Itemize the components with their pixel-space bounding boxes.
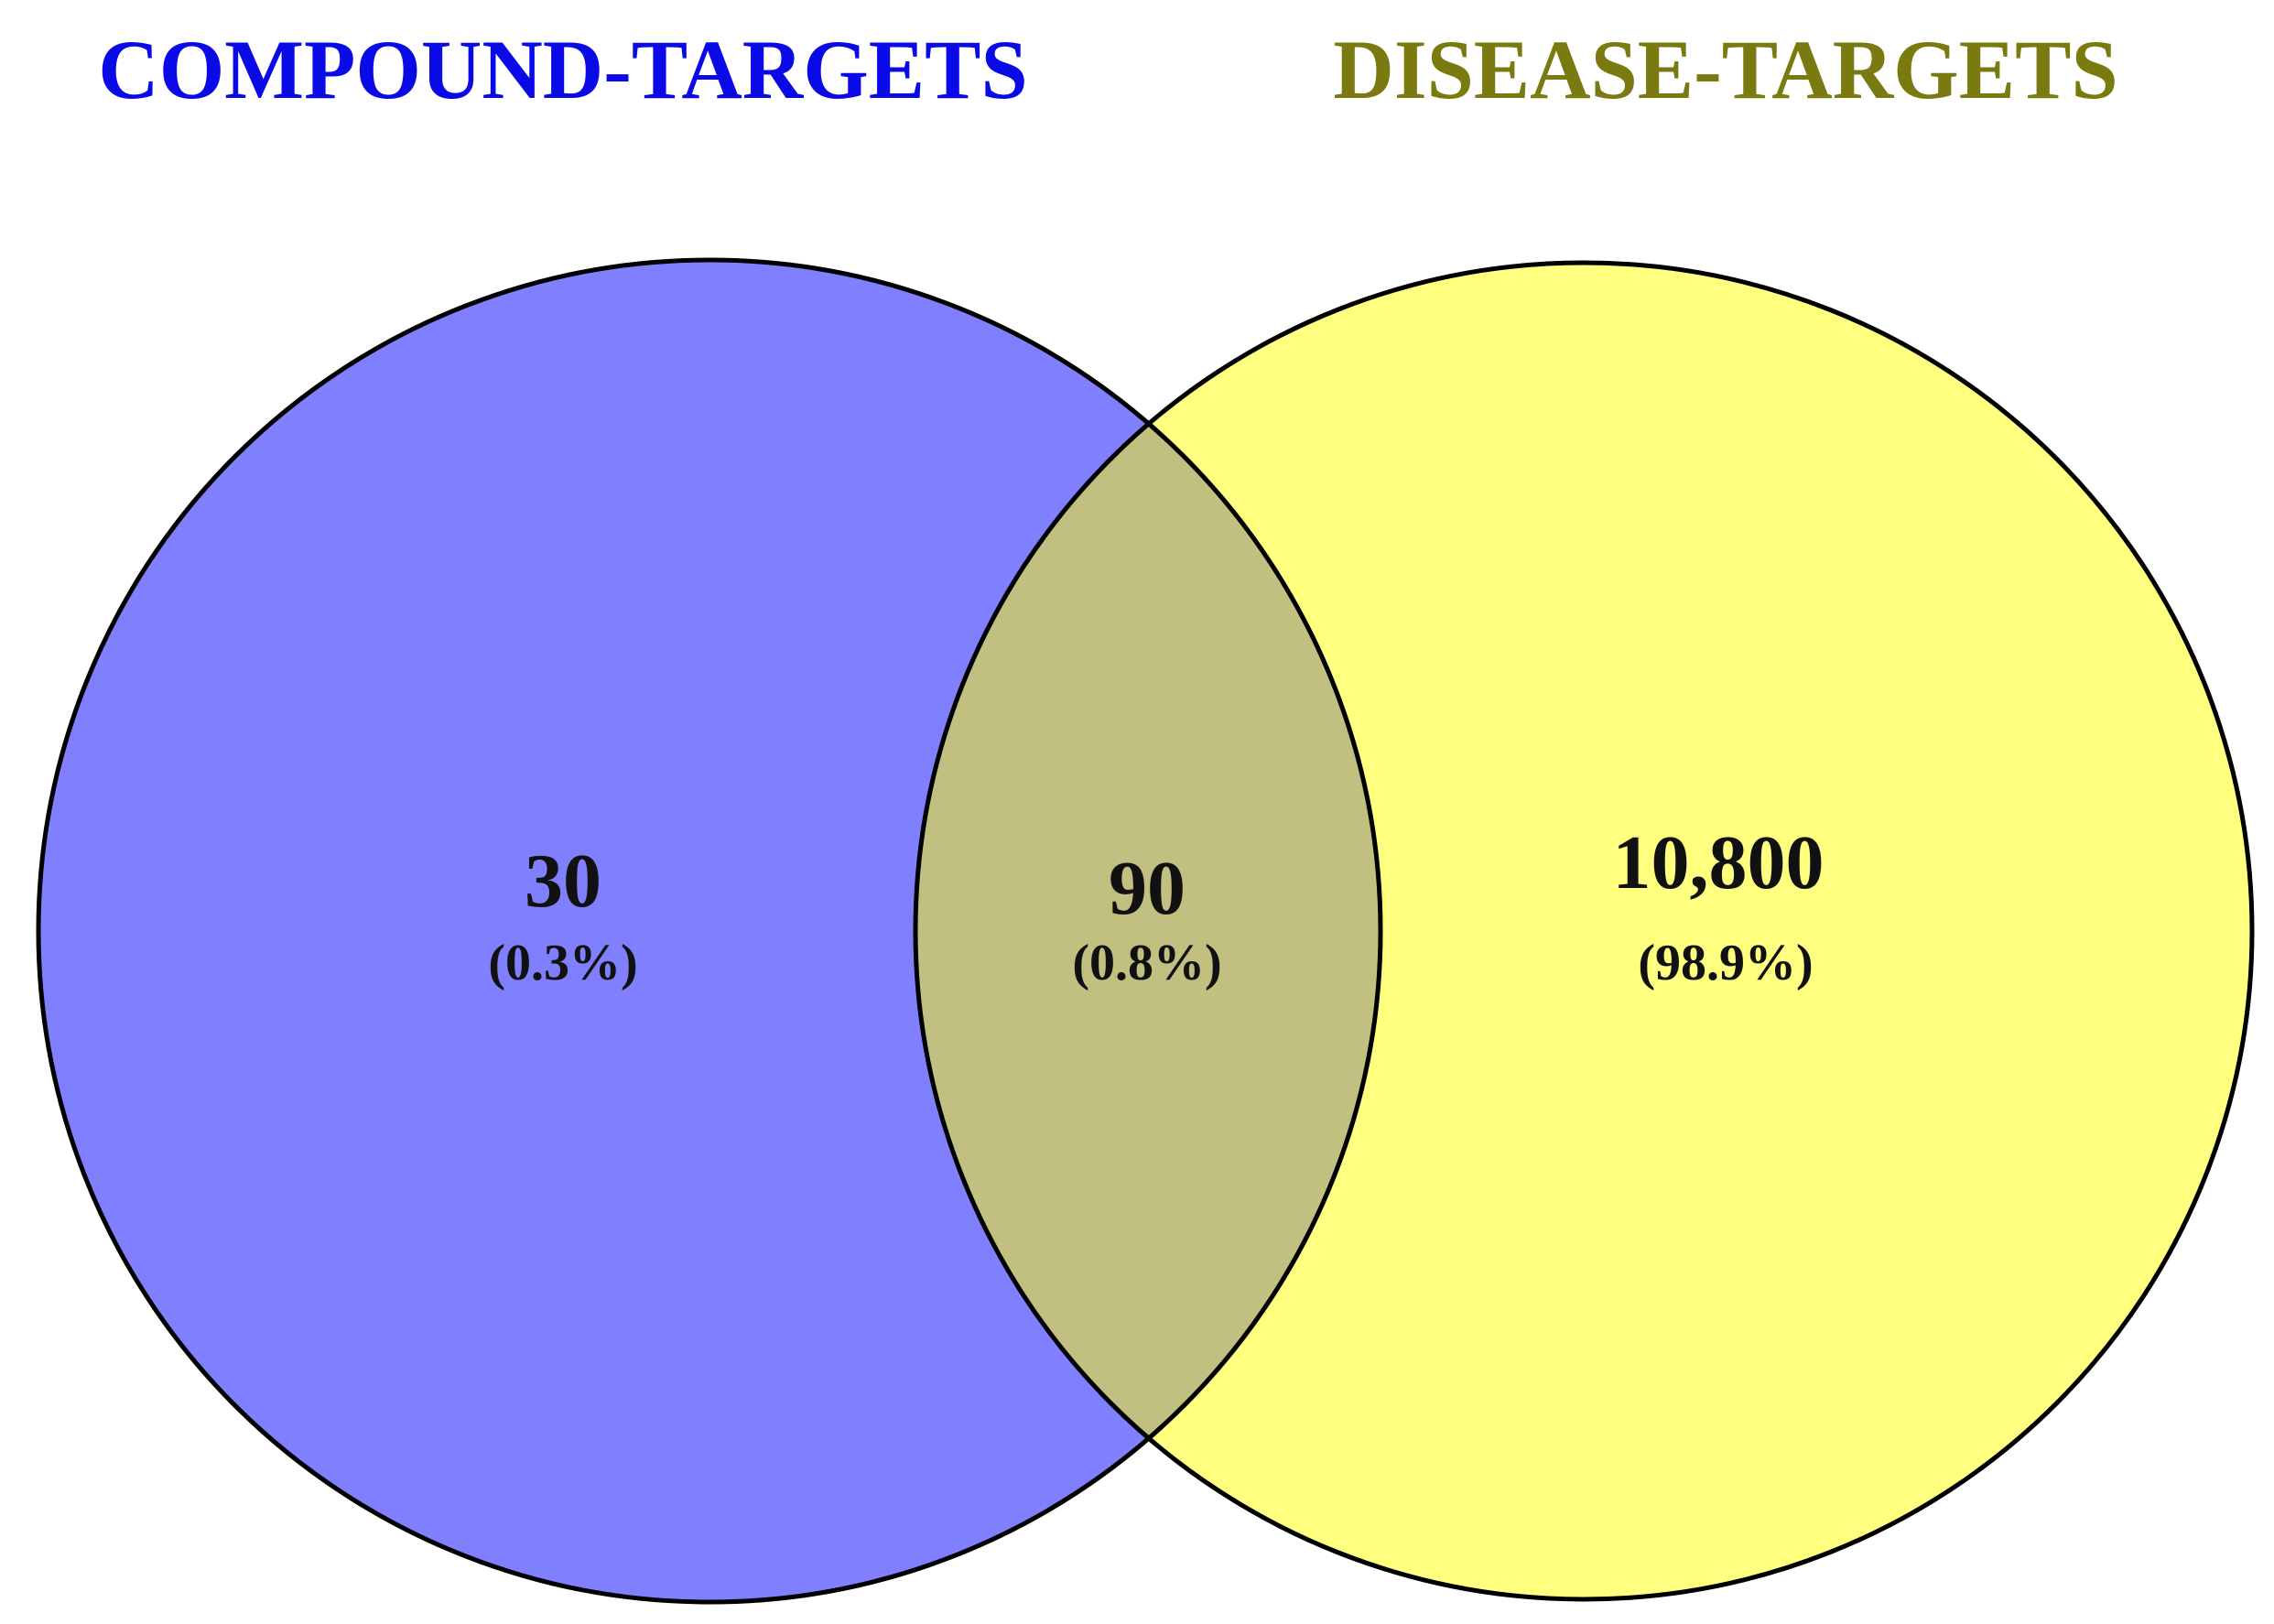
compound-targets-outline [36,257,1383,1605]
overlap-count: 90 [1109,846,1186,931]
compound-targets-title: COMPOUND-TARGETS [98,23,1027,116]
disease-only-count: 10,800 [1613,820,1825,905]
compound-only-count: 30 [525,839,601,924]
disease-targets-title: DISEASE-TARGETS [1333,23,2117,116]
compound-only-percent: (0.3%) [488,935,637,991]
overlap-region [915,263,1381,1599]
disease-only-percent: (98.9%) [1638,935,1813,991]
overlap-percent: (0.8%) [1072,935,1221,991]
disease-targets-outline [913,260,2255,1602]
